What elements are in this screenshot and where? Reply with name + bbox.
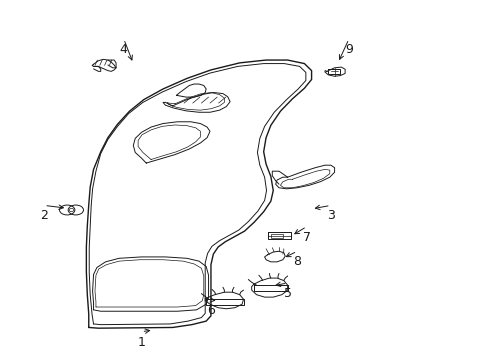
Text: 7: 7 — [302, 231, 310, 244]
Text: 9: 9 — [345, 43, 352, 56]
Text: 8: 8 — [293, 255, 301, 268]
Text: 2: 2 — [40, 210, 48, 222]
Text: 5: 5 — [283, 287, 291, 300]
Text: 3: 3 — [326, 210, 334, 222]
Text: 6: 6 — [206, 304, 214, 317]
Bar — [270, 234, 282, 238]
Text: 1: 1 — [137, 336, 145, 349]
Text: 4: 4 — [120, 43, 127, 56]
